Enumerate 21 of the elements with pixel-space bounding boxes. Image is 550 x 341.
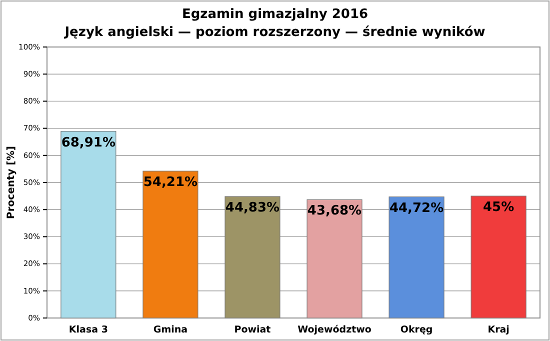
data-label: 45% xyxy=(483,200,514,216)
bar xyxy=(388,196,444,318)
x-tick-label: Województwo xyxy=(298,324,372,336)
x-tick-label: Kraj xyxy=(488,324,510,336)
chart-title: Egzamin gimazjalny 2016 xyxy=(182,7,368,22)
bar xyxy=(224,196,280,318)
data-label: 43,68% xyxy=(307,204,362,219)
x-tick-label: Klasa 3 xyxy=(68,324,108,336)
data-label: 44,72% xyxy=(389,200,444,216)
x-tick-label: Gmina xyxy=(153,324,188,336)
data-label: 54,21% xyxy=(143,175,198,190)
x-tick-label: Powiat xyxy=(234,324,272,336)
bar xyxy=(306,199,362,318)
data-label: 44,83% xyxy=(225,200,280,216)
y-axis-title: Procenty [%] xyxy=(6,146,17,219)
bar xyxy=(60,130,116,318)
bar xyxy=(470,196,526,318)
chart-subtitle: Język angielski — poziom rozszerzony — średnie wyników xyxy=(64,25,486,40)
bar xyxy=(142,170,198,318)
x-tick-label: Okręg xyxy=(400,324,433,336)
data-label: 68,91% xyxy=(61,135,116,150)
